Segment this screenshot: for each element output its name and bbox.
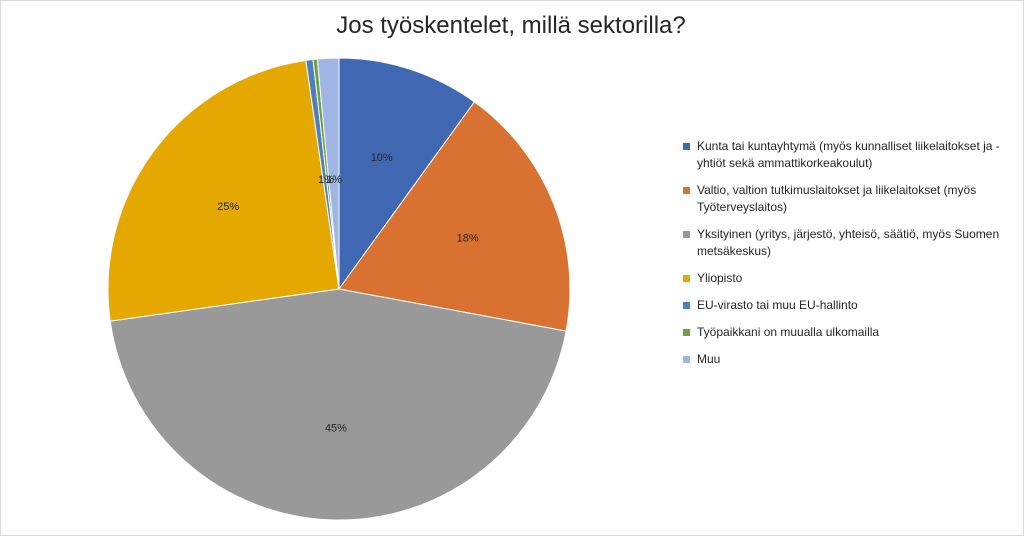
pie-slice-kunta-tai-kuntayhtyma-myos-kun <box>338 57 476 291</box>
legend-swatch <box>683 187 690 194</box>
legend-label: Muu <box>697 352 721 366</box>
legend-item-yliopisto: Yliopisto <box>683 270 1013 287</box>
legend-label: Kunta tai kuntayhtymä (myös kunnalliset … <box>697 139 1000 170</box>
pie-slice-valtio-valtion-tutkimuslaitoks <box>338 101 571 332</box>
legend-label: Valtio, valtion tutkimuslaitokset ja lii… <box>697 183 977 214</box>
data-label-kunta-tai-kuntayhtyma-myos-kun: 10% <box>371 152 393 164</box>
data-label-yliopisto: 25% <box>217 201 239 213</box>
legend-swatch <box>683 329 690 336</box>
legend-item-muu: Muu <box>683 351 1013 368</box>
pie-slice-muu <box>316 57 340 290</box>
legend: Kunta tai kuntayhtymä (myös kunnalliset … <box>683 138 1013 378</box>
legend-swatch <box>683 143 690 150</box>
legend-item-tyopaikkani-on-muualla-ulkomai: Työpaikkani on muualla ulkomailla <box>683 324 1013 341</box>
legend-item-valtio-valtion-tutkimuslaitoks: Valtio, valtion tutkimuslaitokset ja lii… <box>683 182 1013 216</box>
legend-item-yksityinen-yritys-jarjesto-yht: Yksityinen (yritys, järjestö, yhteisö, s… <box>683 226 1013 260</box>
data-label-tyopaikkani-on-muualla-ulkomai: 1% <box>318 174 334 186</box>
pie-slice-yliopisto <box>107 59 340 322</box>
data-label-valtio-valtion-tutkimuslaitoks: 18% <box>457 233 479 245</box>
legend-label: EU-virasto tai muu EU-hallinto <box>697 298 858 312</box>
legend-label: Yliopisto <box>697 271 743 285</box>
legend-item-eu-virasto-tai-muu-eu-hallinto: EU-virasto tai muu EU-hallinto <box>683 297 1013 314</box>
legend-swatch <box>683 356 690 363</box>
legend-swatch <box>683 275 690 282</box>
legend-swatch <box>683 231 690 238</box>
legend-item-kunta-tai-kuntayhtyma-myos-kun: Kunta tai kuntayhtymä (myös kunnalliset … <box>683 138 1013 172</box>
legend-label: Työpaikkani on muualla ulkomailla <box>697 325 880 339</box>
legend-label: Yksityinen (yritys, järjestö, yhteisö, s… <box>697 227 1000 258</box>
data-label-yksityinen-yritys-jarjesto-yht: 45% <box>325 423 347 435</box>
pie-slice-yksityinen-yritys-jarjesto-yht <box>109 288 567 521</box>
legend-swatch <box>683 302 690 309</box>
chart-title: Jos työskentelet, millä sektorilla? <box>336 12 686 39</box>
data-label-muu: 1% <box>326 174 342 186</box>
